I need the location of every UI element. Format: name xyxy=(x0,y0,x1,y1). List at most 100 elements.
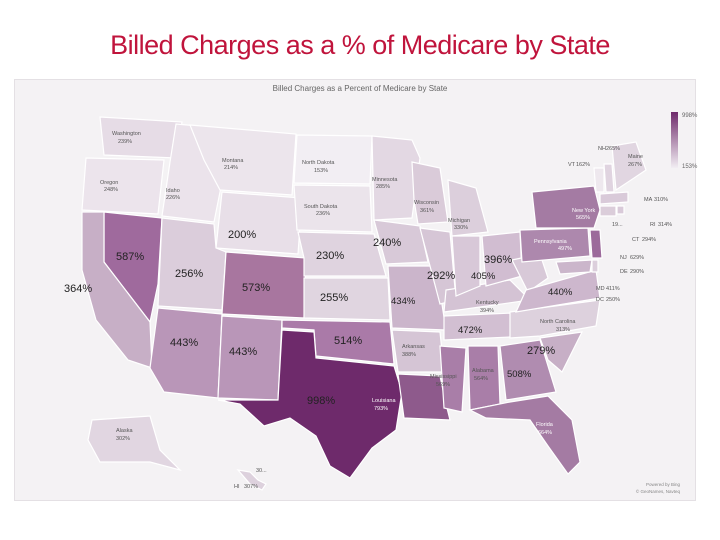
value-montana: 214% xyxy=(224,165,238,171)
overlay-label: 396% xyxy=(484,254,513,266)
value-maine: 267% xyxy=(628,162,642,168)
label-arkansas: Arkansas xyxy=(402,344,425,350)
label-michigan: Michigan xyxy=(448,218,470,224)
value-louisiana: 793% xyxy=(374,406,388,412)
state-florida xyxy=(468,395,581,475)
label-maine: Maine xyxy=(628,154,643,160)
label-alabama: Alabama xyxy=(472,368,495,374)
value-ct: 294% xyxy=(642,237,656,243)
value-wisconsin: 361% xyxy=(420,208,434,214)
state-virginia xyxy=(514,269,601,313)
overlay-label: 472% xyxy=(458,325,483,336)
overlay-label: 364% xyxy=(64,283,93,295)
label-ma: MA xyxy=(644,197,653,203)
value-ma: 310% xyxy=(654,197,668,203)
state-arizona xyxy=(149,307,223,399)
state-massachusetts xyxy=(599,191,629,205)
state-south-dakota xyxy=(293,184,373,233)
state-vermont xyxy=(593,167,605,193)
state-new-hampshire xyxy=(603,163,615,193)
value-dc: 250% xyxy=(606,297,620,303)
state-utah xyxy=(157,217,227,311)
label-alaska: Alaska xyxy=(116,428,133,434)
label-south-dakota: South Dakota xyxy=(304,204,338,210)
label-florida: Florida xyxy=(536,422,554,428)
overlay-label: 440% xyxy=(548,287,573,298)
overlay-label: 405% xyxy=(471,271,496,282)
state-montana xyxy=(189,124,297,196)
attribution-bing: Powered by Bing xyxy=(645,482,680,487)
state-michigan xyxy=(447,179,489,237)
attribution-copyright: © GeoNames, Navteq xyxy=(635,489,680,494)
state-texas xyxy=(217,329,403,479)
state-arkansas xyxy=(391,329,445,373)
overlay-label: 587% xyxy=(116,251,145,263)
value-new-york: 565% xyxy=(576,215,590,221)
value-vt: 162% xyxy=(576,162,590,168)
label-montana: Montana xyxy=(222,158,244,164)
state-oregon xyxy=(81,157,165,215)
state-maine xyxy=(611,141,647,192)
state-connecticut xyxy=(599,205,617,217)
label-de: DE xyxy=(620,269,628,275)
state-iowa xyxy=(373,219,429,265)
state-washington xyxy=(99,116,183,159)
label-md: MD xyxy=(596,286,605,292)
value-idaho: 226% xyxy=(166,195,180,201)
legend-low: 153% xyxy=(682,164,698,170)
state-mississippi xyxy=(439,345,467,413)
overlay-label: 255% xyxy=(320,292,349,304)
value-minnesota: 285% xyxy=(376,184,390,190)
value-alabama: 564% xyxy=(474,376,488,382)
state-wyoming xyxy=(215,191,303,255)
label-minnesota: Minnesota xyxy=(372,177,398,183)
label-nh: NH xyxy=(598,146,606,152)
overlay-label: 514% xyxy=(334,335,363,347)
value-alaska: 302% xyxy=(116,436,130,442)
overlay-label: 279% xyxy=(527,345,556,357)
overlay-label: 998% xyxy=(307,395,336,407)
label-hi: HI xyxy=(234,484,240,490)
label-kentucky: Kentucky xyxy=(476,300,499,306)
overlay-label: 508% xyxy=(507,369,532,380)
slide-title: Billed Charges as a % of Medicare by Sta… xyxy=(110,30,610,60)
label-dc: DC xyxy=(596,297,604,303)
value-kentucky: 394% xyxy=(480,308,494,314)
overlay-label: 443% xyxy=(229,346,258,358)
value-florida: 664% xyxy=(538,430,552,436)
state-hawaii xyxy=(236,469,267,491)
state-maryland xyxy=(555,259,593,275)
state-wisconsin xyxy=(411,161,449,225)
value-nh: 265% xyxy=(606,146,620,152)
value-oregon: 248% xyxy=(104,187,118,193)
value-washington: 239% xyxy=(118,139,132,145)
label-new-york: New York xyxy=(572,208,595,214)
legend-color-bar xyxy=(671,112,678,168)
state-new-york xyxy=(531,185,601,229)
value-ri: 314% xyxy=(658,222,672,228)
overlay-label: 256% xyxy=(175,268,204,280)
label-partial-2: 30... xyxy=(256,468,267,474)
label-idaho: Idaho xyxy=(166,188,180,194)
state-kansas xyxy=(303,277,391,321)
state-north-dakota xyxy=(293,134,373,185)
value-md: 411% xyxy=(606,286,620,292)
label-wisconsin: Wisconsin xyxy=(414,200,439,206)
overlay-label: 573% xyxy=(242,282,271,294)
state-louisiana xyxy=(397,373,451,421)
value-hi: 307% xyxy=(244,484,258,490)
label-pennsylvania: Pennsylvania xyxy=(534,239,568,245)
state-nebraska xyxy=(297,231,387,277)
label-north-dakota: North Dakota xyxy=(302,160,335,166)
state-pennsylvania xyxy=(519,227,591,263)
label-washington: Washington xyxy=(112,131,141,137)
value-north-carolina: 313% xyxy=(556,327,570,333)
value-north-dakota: 153% xyxy=(314,168,328,174)
value-de: 290% xyxy=(630,269,644,275)
label-north-carolina: North Carolina xyxy=(540,319,576,325)
value-nj: 629% xyxy=(630,255,644,261)
state-rhode-island xyxy=(616,205,625,215)
state-south-carolina xyxy=(539,331,584,373)
label-louisiana: Louisiana xyxy=(372,398,396,404)
